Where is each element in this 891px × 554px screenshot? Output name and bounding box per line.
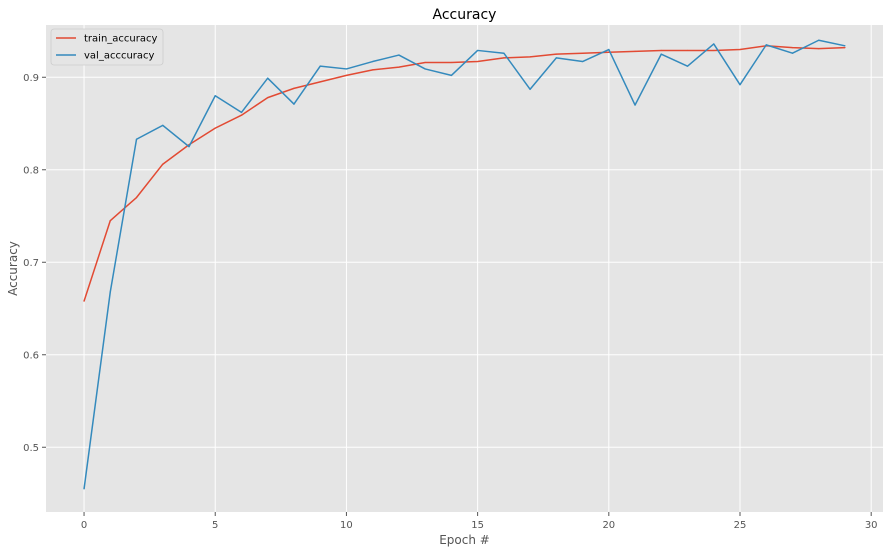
y-tick-label: 0.9 [23,73,39,84]
plot-background [46,25,883,512]
legend-label-val-acccuracy: val_acccuracy [84,51,155,62]
axis-ticks: 0 5 10 15 20 25 30 0.5 0.6 0.7 0.8 0.9 [23,73,877,531]
data-point-val-acccuracy [634,104,636,106]
data-point-val-acccuracy [529,88,531,90]
data-point-train-accuracy [477,60,479,63]
data-point-val-acccuracy [214,95,216,97]
y-tick-label: 0.5 [23,443,39,454]
x-tick-label: 0 [81,520,87,531]
legend-box [50,28,164,66]
y-axis-label: Accuracy [6,241,20,296]
y-tick-label: 0.6 [23,350,39,361]
data-point-train-accuracy [240,114,243,116]
data-point-val-acccuracy [608,48,610,51]
data-series [83,39,846,490]
data-point-val-acccuracy [162,124,164,126]
data-point-val-acccuracy [686,65,689,67]
series-line-val-acccuracy [83,39,846,489]
grid-lines [46,25,883,512]
data-point-val-acccuracy [713,43,715,45]
y-tick-label: 0.7 [23,258,39,269]
data-point-val-acccuracy [293,103,295,105]
data-point-train-accuracy [345,74,348,77]
data-point-val-acccuracy [503,52,505,54]
data-point-val-acccuracy [267,77,269,79]
data-point-train-accuracy [713,49,715,52]
data-point-train-accuracy [844,47,846,49]
data-point-val-acccuracy [424,68,426,70]
data-point-train-accuracy [818,47,820,50]
data-point-train-accuracy [83,300,85,302]
data-point-train-accuracy [739,48,741,51]
y-tick-label: 0.8 [23,165,39,176]
data-point-val-acccuracy [398,54,400,56]
data-point-val-acccuracy [135,138,138,140]
data-point-train-accuracy [424,61,426,64]
data-point-val-acccuracy [818,39,820,41]
data-point-train-accuracy [634,50,636,52]
data-point-train-accuracy [791,47,794,49]
data-point-val-acccuracy [477,49,479,52]
data-point-val-acccuracy [739,84,741,86]
data-point-val-acccuracy [109,291,111,293]
data-point-train-accuracy [555,53,557,55]
x-tick-label: 20 [602,520,615,531]
x-tick-label: 5 [212,520,218,531]
data-point-val-acccuracy [765,44,767,46]
x-tick-label: 10 [340,520,353,531]
data-point-train-accuracy [450,61,452,64]
data-point-val-acccuracy [240,111,243,114]
data-point-val-acccuracy [345,68,348,70]
data-point-train-accuracy [109,220,111,222]
data-point-train-accuracy [503,57,505,59]
data-point-val-acccuracy [581,60,584,63]
data-point-train-accuracy [162,163,164,165]
data-point-train-accuracy [660,49,662,52]
data-point-val-acccuracy [188,146,190,148]
data-point-train-accuracy [214,127,216,129]
data-point-train-accuracy [529,56,531,58]
legend-label-train-accuracy: train_accuracy [84,34,157,45]
data-point-val-acccuracy [660,53,662,55]
data-point-train-accuracy [135,196,138,199]
data-point-train-accuracy [293,87,295,89]
data-point-val-acccuracy [83,488,85,490]
x-tick-label: 30 [865,520,878,531]
data-point-train-accuracy [319,81,321,83]
data-point-train-accuracy [372,69,374,71]
data-point-train-accuracy [686,49,689,52]
x-axis-label: Epoch # [439,533,490,547]
legend: train_accuracy val_acccuracy [50,28,164,66]
data-point-val-acccuracy [319,65,321,67]
data-point-val-acccuracy [791,52,794,54]
data-point-val-acccuracy [555,57,557,59]
chart-title: Accuracy [433,7,497,23]
data-point-val-acccuracy [450,74,452,77]
x-tick-label: 15 [471,520,484,531]
data-point-val-acccuracy [372,60,374,63]
x-tick-label: 25 [734,520,747,531]
data-point-val-acccuracy [844,45,846,47]
data-point-train-accuracy [581,52,584,54]
data-point-train-accuracy [608,51,610,53]
data-point-train-accuracy [267,97,269,99]
data-point-train-accuracy [398,66,400,68]
